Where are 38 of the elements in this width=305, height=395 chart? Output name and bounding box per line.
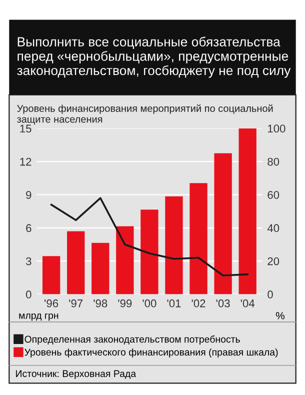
text: Источник: Верховная Рада (16, 370, 136, 379)
bar (238, 128, 256, 294)
legend-label: Уровень фактического финансирования (правая шкала) (24, 348, 278, 358)
y-tick-label: 3 (26, 257, 32, 266)
y-tick-label: 0 (26, 290, 32, 298)
y-tick-label: 12 (20, 158, 32, 166)
bar (42, 256, 60, 294)
x-tick-label: '96 (44, 299, 58, 308)
line-series (50, 197, 248, 276)
chart-subtitle: Уровень финансирования мероприятий по социальной защите населения (17, 104, 273, 125)
y-axis-title: млрд грн (19, 314, 58, 321)
bar (140, 210, 158, 294)
x-tick-label: '99 (118, 299, 132, 308)
x-tick-label: '03 (216, 299, 230, 308)
legend-label: Определенная законодательством потребность (24, 335, 240, 345)
y2-tick-label: 60 (268, 191, 280, 199)
y2-tick-label: 80 (268, 158, 280, 166)
y2-axis-title: % (276, 312, 284, 320)
x-tick-label: '02 (192, 299, 206, 308)
bar (92, 242, 110, 294)
x-tick-label: '04 (240, 299, 254, 308)
bar (190, 183, 208, 294)
y2-tick-label: 0 (268, 290, 273, 298)
y2-tick-label: 40 (267, 224, 280, 232)
bar (67, 231, 85, 294)
y2-tick-label: 20 (268, 257, 280, 266)
bar (116, 226, 134, 294)
y-tick-label: 9 (26, 191, 32, 199)
x-tick-label: '00 (142, 299, 156, 308)
x-tick-label: '01 (167, 299, 181, 308)
x-tick-label: '98 (94, 299, 108, 308)
x-tick-label: '97 (69, 299, 83, 308)
y-tick-label: 15 (20, 124, 32, 133)
bar (165, 196, 183, 294)
bar (214, 153, 232, 294)
y2-tick-label: 100 (268, 124, 286, 133)
y-tick-label: 6 (26, 224, 32, 232)
chart-title: Выполнить все социальные обязательства перед «чернобыльцами», предусмотренные законодательством, госбюджету не под силу (17, 36, 291, 78)
